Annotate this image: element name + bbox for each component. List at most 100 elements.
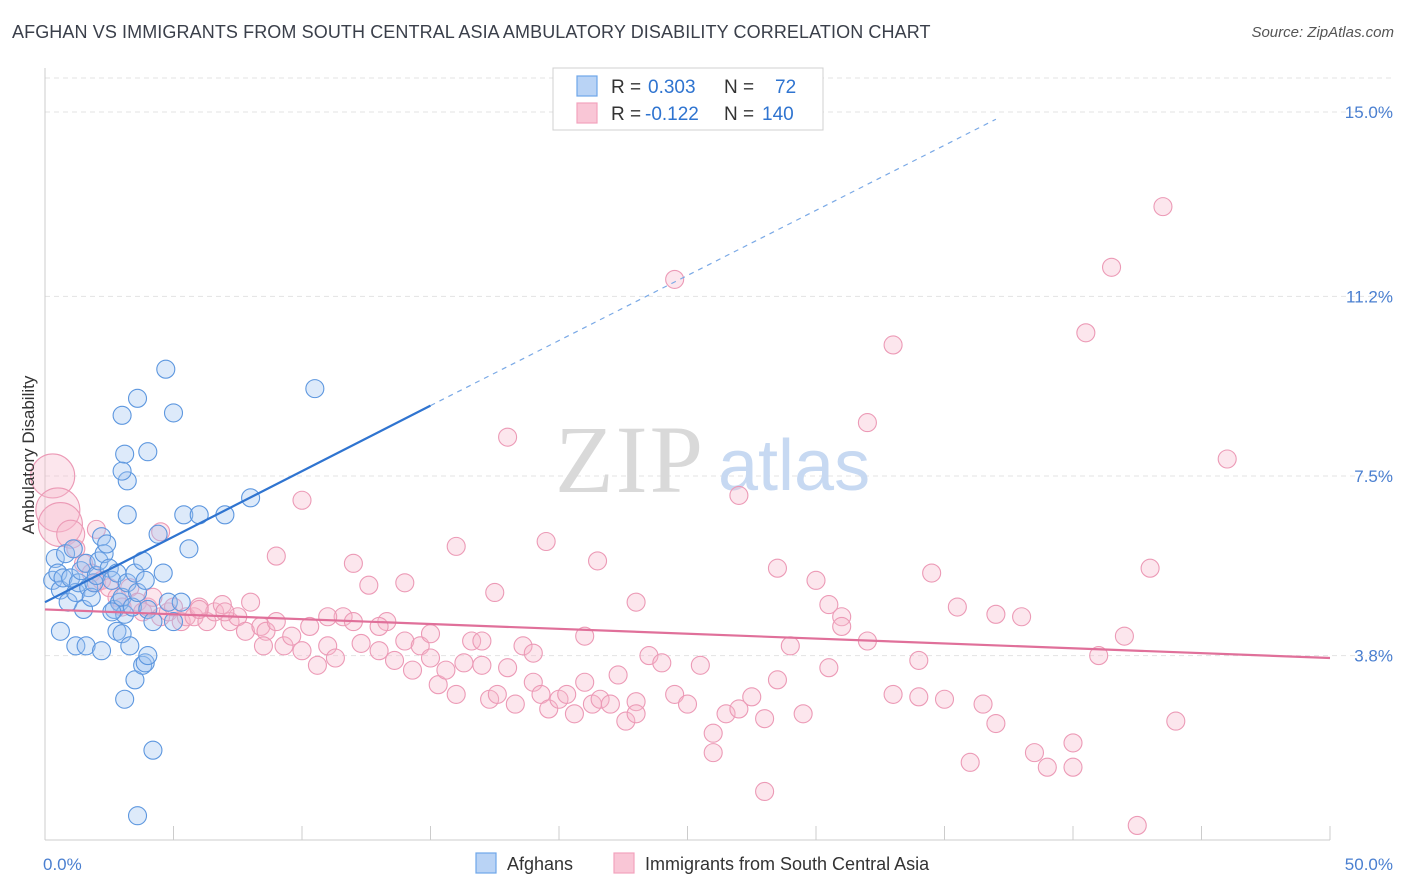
immigrants-point-103 [1140,558,1160,578]
afghans-point-62 [163,403,184,423]
immigrants-point-47 [384,650,405,670]
immigrants-point-96 [960,752,980,772]
immigrants-point-60 [498,658,518,678]
afghans-point-50 [135,653,155,673]
y-tick-labels: 3.8% 7.5% 11.2% 15.0% [1345,103,1393,666]
immigrants-point-16 [143,587,163,607]
afghans-point-70 [305,379,325,399]
y-tick-label-0: 3.8% [1354,647,1393,666]
chart-title: AFGHAN VS IMMIGRANTS FROM SOUTH CENTRAL … [12,22,931,42]
afghans-point-51 [138,646,158,666]
immigrants-point-50 [410,636,430,656]
immigrants-point-121 [947,597,967,617]
afghans-point-71 [117,505,137,525]
immigrants-point-81 [703,743,723,763]
bottom-legend-afghans: Afghans [507,854,573,874]
immigrants-point-44 [359,575,379,595]
x-tick-labels: 0.0% 50.0% [43,855,1393,874]
immigrants-point-55 [454,653,474,673]
immigrants-point-40 [325,648,345,668]
immigrants-point-118 [857,413,877,433]
afghans-point-46 [112,624,132,644]
immigrants-point-116 [767,558,788,578]
afghans-point-12 [74,599,94,620]
immigrants-point-126 [1217,449,1237,469]
immigrants-point-138 [832,616,852,636]
immigrants-point-134 [575,672,595,692]
afghans-point-31 [125,563,145,583]
series-afghans-points [43,359,325,826]
immigrants-point-133 [523,643,543,663]
afghans-point-8 [63,539,83,559]
afghans-point-27 [112,587,132,607]
afghans-point-36 [143,612,163,632]
immigrants-point-119 [883,335,903,355]
immigrants-point-33 [266,612,286,632]
y-axis-title: Ambulatory Disability [19,375,38,534]
legend-r-label-1: R = [611,77,641,98]
legend-r-value-2: -0.122 [645,104,699,125]
watermark-atlas: atlas [718,426,870,506]
immigrants-point-71 [590,689,610,709]
axes [44,68,1331,841]
afghans-point-68 [163,612,184,632]
x-tick-label-1: 50.0% [1345,855,1393,874]
immigrants-point-57 [472,655,492,675]
immigrants-point-35 [282,626,302,646]
afghans-trend-line [44,404,431,604]
immigrants-point-129 [318,607,338,627]
immigrants-point-93 [883,684,903,704]
y-tick-label-3: 15.0% [1345,103,1393,122]
immigrants-point-86 [767,670,788,690]
immigrants-point-131 [420,624,441,644]
y-tick-label-1: 7.5% [1354,467,1393,486]
afghans-point-67 [171,592,191,612]
immigrants-point-139 [909,650,929,670]
afghans-point-49 [133,655,153,675]
immigrants-point-78 [665,684,685,704]
immigrants-point-123 [1076,323,1096,343]
immigrants-point-98 [1012,607,1032,627]
immigrants-point-97 [986,713,1006,734]
immigrants-point-37 [300,616,320,636]
immigrants-point-89 [806,570,826,590]
immigrants-point-73 [608,665,628,685]
immigrants-point-74 [616,711,636,731]
immigrants-point-29 [235,621,256,641]
afghans-point-45 [107,621,127,641]
afghans-point-61 [156,359,176,379]
afghans-point-41 [66,636,86,656]
x-tick-label-0: 0.0% [43,855,82,874]
immigrants-point-100 [1063,733,1083,753]
immigrants-point-84 [742,687,762,707]
afghans-point-59 [112,461,132,481]
immigrants-point-117 [819,658,839,678]
immigrants-point-53 [436,660,456,680]
immigrants-point-26 [212,595,232,615]
immigrants-point-56 [462,631,482,651]
immigrants-point-65 [539,699,559,719]
legend-swatch-afghans [576,75,598,97]
afghans-point-37 [148,524,168,544]
immigrants-point-83 [729,699,749,719]
immigrants-trend-line [44,608,1331,660]
immigrants-point-132 [472,631,492,651]
immigrants-point-125 [1153,197,1173,217]
immigrants-point-114 [665,269,685,289]
immigrants-point-51 [420,648,441,668]
afghans-point-4 [53,568,73,588]
immigrants-point-106 [343,553,363,573]
afghans-point-63 [174,505,194,525]
immigrants-point-99 [1037,757,1057,777]
legend-r-value-1: 0.303 [648,77,696,98]
immigrants-point-1 [35,487,81,533]
watermark-zip: ZIP [555,406,705,513]
immigrants-point-95 [934,689,955,709]
afghans-point-56 [115,444,135,464]
bottom-legend-swatch-afghans [475,852,497,874]
immigrants-point-141 [1024,743,1044,763]
trend-lines [44,118,1331,660]
immigrants-point-140 [973,694,993,714]
immigrants-point-115 [729,485,749,505]
